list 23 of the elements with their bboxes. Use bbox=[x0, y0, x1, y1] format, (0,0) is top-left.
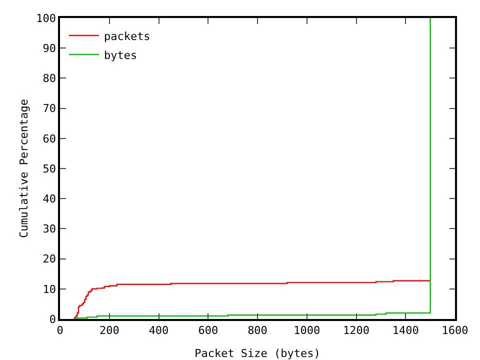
x-tick-label: 200 bbox=[99, 324, 120, 337]
x-tick-label: 1200 bbox=[343, 324, 370, 337]
legend-label: packets bbox=[104, 30, 150, 43]
y-tick-label: 20 bbox=[42, 252, 56, 266]
y-tick-label: 100 bbox=[36, 12, 56, 25]
x-tick-label: 600 bbox=[198, 324, 218, 337]
x-tick-label: 1600 bbox=[442, 324, 468, 337]
y-tick-label: 40 bbox=[42, 192, 56, 206]
y-tick-label: 50 bbox=[42, 162, 56, 176]
y-tick-label: 30 bbox=[42, 222, 56, 236]
y-tick-label: 0 bbox=[49, 312, 56, 326]
x-tick-label: 1000 bbox=[294, 324, 320, 337]
y-tick-label: 60 bbox=[42, 132, 56, 146]
y-tick-label: 10 bbox=[42, 282, 56, 296]
x-axis-title: Packet Size (bytes) bbox=[194, 347, 320, 360]
legend-label: bytes bbox=[104, 48, 138, 62]
y-axis-title: Cumulative Percentage bbox=[18, 98, 30, 238]
x-tick-label: 800 bbox=[248, 324, 268, 337]
x-tick-label: 400 bbox=[148, 324, 169, 337]
x-tick-label: 1400 bbox=[392, 324, 419, 337]
y-tick-label: 70 bbox=[42, 102, 56, 116]
y-tick-label: 80 bbox=[42, 72, 56, 86]
y-tick-label: 90 bbox=[42, 42, 56, 55]
